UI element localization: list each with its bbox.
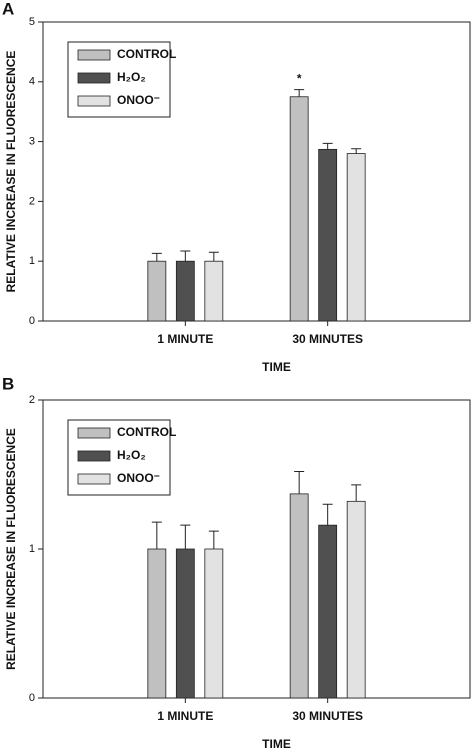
error-bar	[322, 142, 333, 150]
legend-label: H₂O₂	[117, 448, 146, 462]
y-tick-label: 1	[29, 543, 35, 555]
y-tick-label: 2	[29, 394, 35, 406]
x-tick-label: 1 MINUTE	[157, 709, 213, 723]
plot-frame	[42, 21, 471, 322]
error-bar	[208, 251, 219, 262]
legend-swatch	[77, 95, 111, 107]
x-axis-title: TIME	[262, 360, 291, 374]
bar	[318, 524, 338, 699]
error-bar	[351, 484, 362, 502]
bar	[175, 548, 195, 699]
legend-label: ONOO⁻	[117, 471, 160, 485]
bar	[289, 96, 309, 322]
y-tick-label: 4	[29, 76, 35, 88]
legend-label: ONOO⁻	[117, 93, 160, 107]
annotation: *	[297, 72, 302, 86]
legend-swatch	[77, 450, 111, 462]
legend-swatch	[77, 49, 111, 61]
error-bar	[151, 521, 162, 549]
error-bar	[151, 252, 162, 262]
y-axis-title: RELATIVE INCREASE IN FLUORESCENCE	[4, 428, 18, 670]
legend-swatch	[77, 72, 111, 84]
y-tick-label: 0	[29, 692, 35, 704]
error-bar	[180, 524, 191, 549]
y-tick-label: 1	[29, 255, 35, 267]
bar	[289, 493, 309, 699]
bar	[204, 260, 224, 322]
y-tick-label: 2	[29, 195, 35, 207]
y-axis-title: RELATIVE INCREASE IN FLUORESCENCE	[4, 51, 18, 293]
y-tick-label: 3	[29, 136, 35, 148]
panel-label: B	[2, 374, 14, 393]
x-axis-title: TIME	[262, 737, 291, 751]
y-tick-label: 5	[29, 16, 35, 28]
bar	[147, 260, 167, 322]
legend-swatch	[77, 473, 111, 485]
legend-swatch	[77, 427, 111, 439]
bar	[147, 548, 167, 699]
error-bar	[208, 530, 219, 549]
bar	[346, 153, 366, 322]
error-bar	[294, 89, 305, 97]
legend-label: H₂O₂	[117, 70, 146, 84]
bar	[318, 148, 338, 322]
error-bar	[351, 148, 362, 154]
legend-label: CONTROL	[117, 47, 176, 61]
error-bar	[322, 503, 333, 526]
error-bar	[294, 471, 305, 494]
x-tick-label: 30 MINUTES	[292, 709, 363, 723]
panel-label: A	[2, 0, 14, 18]
x-tick-label: 30 MINUTES	[292, 332, 363, 346]
legend-label: CONTROL	[117, 425, 176, 439]
error-bar	[180, 250, 191, 262]
bar	[204, 548, 224, 699]
bar	[346, 500, 366, 699]
bar	[175, 260, 195, 322]
x-tick-label: 1 MINUTE	[157, 332, 213, 346]
y-tick-label: 0	[29, 315, 35, 327]
